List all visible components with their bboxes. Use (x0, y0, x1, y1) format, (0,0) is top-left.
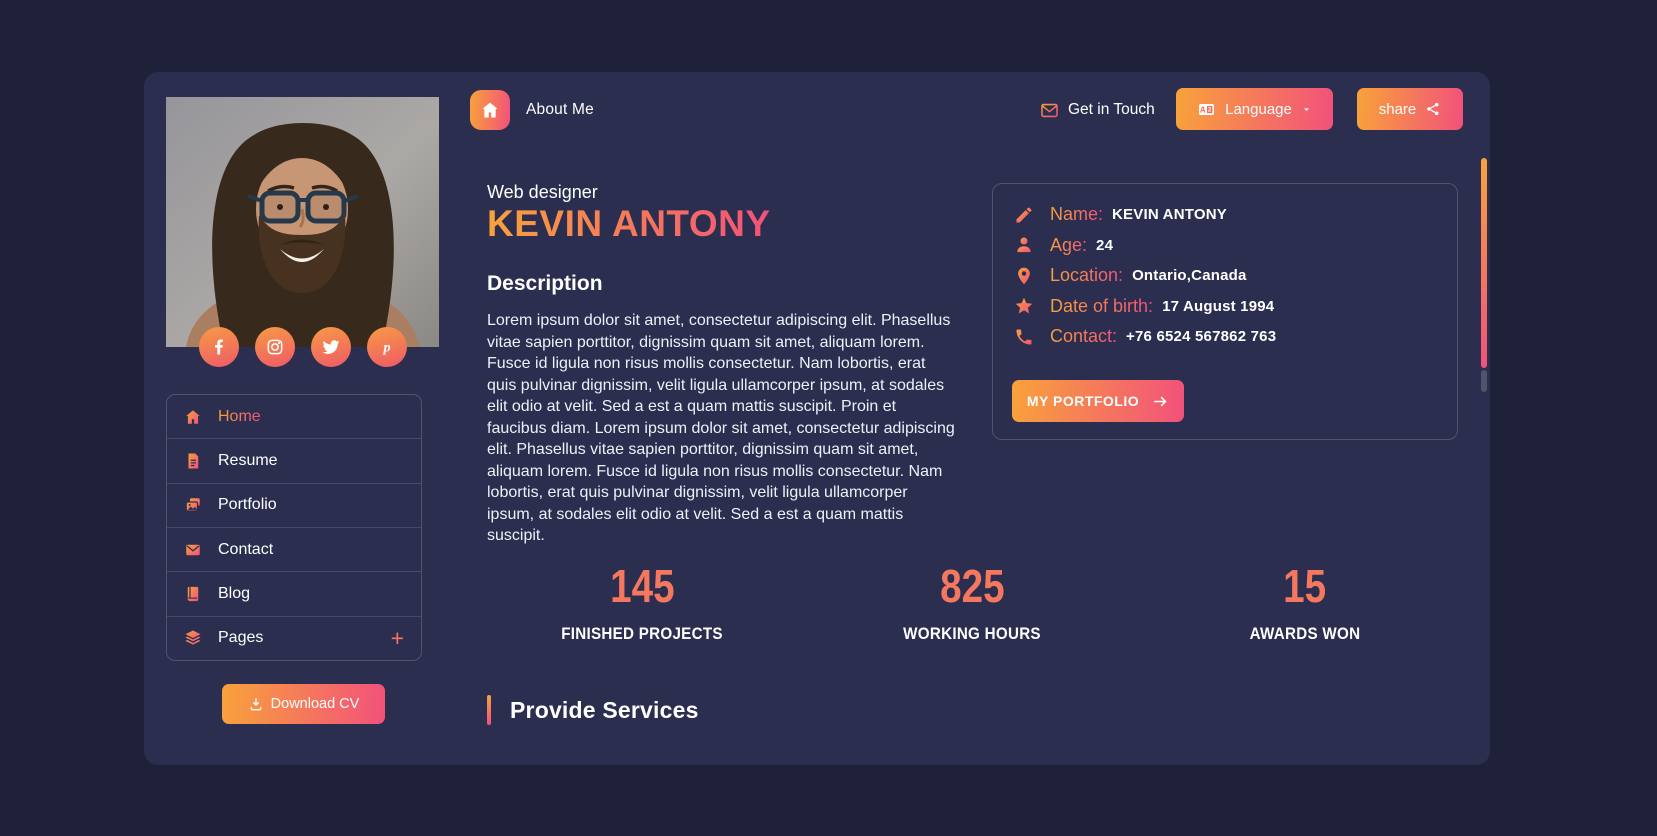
sidebar-item-resume[interactable]: Resume (167, 439, 421, 484)
info-row-location: Location: Ontario,Canada (1013, 265, 1457, 286)
phone-icon (1013, 327, 1035, 347)
star-icon (1013, 296, 1035, 316)
twitter-icon[interactable] (310, 327, 351, 367)
info-row-age: Age: 24 (1013, 235, 1457, 256)
home-button[interactable] (470, 90, 510, 130)
sidebar-item-label: Contact (218, 540, 274, 558)
share-nodes-icon (1425, 101, 1441, 117)
info-value: KEVIN ANTONY (1112, 206, 1227, 223)
stat-value: 145 (609, 560, 675, 612)
arrow-right-icon (1152, 393, 1169, 410)
chevron-down-icon (1301, 104, 1312, 115)
sidebar-item-label: Home (218, 407, 261, 425)
my-portfolio-button[interactable]: MY PORTFOLIO (1012, 380, 1184, 422)
language-label: Language (1225, 100, 1292, 118)
download-icon (248, 696, 264, 712)
info-value: 24 (1096, 236, 1114, 254)
sidebar-item-label: Resume (218, 451, 278, 469)
social-links: p (166, 327, 439, 367)
book-icon (184, 585, 202, 603)
sidebar-item-portfolio[interactable]: Portfolio (167, 484, 421, 528)
accent-bar (487, 695, 491, 725)
sidebar-item-label: Portfolio (218, 496, 277, 514)
provide-services-section: Provide Services (487, 695, 699, 725)
stat-working-hours: 825 WORKING HOURS (812, 560, 1132, 644)
info-label: Contact: (1050, 326, 1118, 346)
facebook-icon[interactable] (198, 327, 239, 367)
resume-file-icon (184, 452, 202, 470)
provide-services-title: Provide Services (510, 696, 699, 723)
pinterest-icon[interactable]: p (366, 327, 407, 367)
stat-label: FINISHED PROJECTS (561, 625, 723, 643)
download-cv-button[interactable]: Download CV (222, 684, 385, 724)
role-subtitle: Web designer (487, 182, 598, 202)
svg-text:p: p (381, 340, 390, 356)
info-row-birth-date: Date of birth: 17 August 1994 (1013, 296, 1457, 317)
sidebar-item-home[interactable]: Home (167, 395, 421, 440)
person-icon (1013, 235, 1035, 255)
info-label: Date of birth: (1050, 295, 1154, 316)
location-pin-icon (1013, 266, 1035, 286)
stat-value: 15 (1283, 560, 1327, 612)
instagram-icon[interactable] (254, 327, 295, 367)
info-value: 17 August 1994 (1162, 297, 1275, 315)
sidebar-item-pages[interactable]: Pages + (167, 617, 421, 660)
sidebar-item-label: Blog (218, 584, 251, 602)
info-label: Name: (1050, 204, 1104, 224)
expand-plus-icon[interactable]: + (390, 624, 404, 651)
profile-photo (166, 97, 439, 347)
stat-finished-projects: 145 FINISHED PROJECTS (482, 560, 802, 644)
sidebar-item-blog[interactable]: Blog (167, 572, 421, 617)
envelope-icon (1040, 101, 1059, 120)
breadcrumb-title: About Me (526, 101, 594, 118)
stat-value: 825 (939, 560, 1005, 612)
share-button[interactable]: share (1357, 88, 1463, 130)
sidebar-item-contact[interactable]: Contact (167, 528, 421, 573)
get-in-touch-label: Get in Touch (1068, 101, 1155, 118)
scrollbar-thumb[interactable] (1481, 158, 1487, 368)
stat-awards-won: 15 AWARDS WON (1145, 560, 1465, 644)
sidebar-menu: Home Resume Portfolio Contact Blog Pages… (166, 394, 422, 661)
info-value: +76 6524 567862 763 (1126, 328, 1277, 345)
sidebar-item-label: Pages (218, 629, 264, 647)
info-value: Ontario,Canada (1132, 267, 1247, 284)
my-portfolio-label: MY PORTFOLIO (1026, 393, 1140, 409)
info-label: Location: (1050, 265, 1124, 285)
info-row-contact: Contact: +76 6524 567862 763 (1013, 326, 1457, 347)
get-in-touch-link[interactable]: Get in Touch (1040, 90, 1155, 130)
description-paragraph: Lorem ipsum dolor sit amet, consectetur … (487, 312, 955, 544)
stat-label: AWARDS WON (1249, 625, 1361, 643)
description-title: Description (487, 272, 603, 295)
info-label: Age: (1050, 234, 1088, 255)
images-icon (184, 496, 202, 514)
download-cv-label: Download CV (270, 696, 360, 712)
info-row-name: Name: KEVIN ANTONY (1013, 204, 1457, 225)
home-icon (184, 408, 202, 426)
pencil-icon (1013, 205, 1035, 225)
home-icon (480, 100, 500, 120)
stat-label: WORKING HOURS (903, 625, 1041, 643)
svg-text:A: A (1200, 105, 1206, 114)
svg-text:2: 2 (1208, 106, 1212, 113)
layers-icon (184, 629, 202, 647)
person-name-heading: KEVIN ANTONY (487, 203, 771, 244)
share-label: share (1378, 100, 1417, 118)
personal-info-card: Name: KEVIN ANTONY Age: 24 Location: Ont… (992, 183, 1458, 440)
envelope-icon (184, 541, 202, 559)
scrollbar-track (1481, 370, 1487, 392)
